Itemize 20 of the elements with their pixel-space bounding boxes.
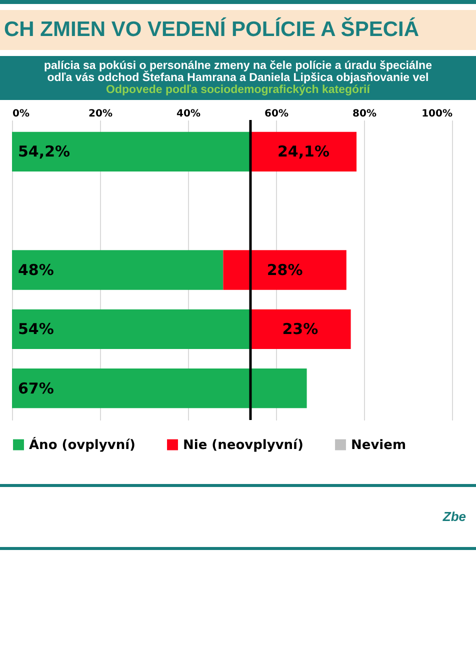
data-label: 48% (18, 261, 54, 279)
data-label: 23% (282, 320, 318, 338)
x-tick-label: 100% (422, 108, 452, 120)
text: Odpovede podľa sociodemografických kategórií (105, 84, 372, 96)
x-tick-label: 60% (264, 108, 288, 120)
chart-title: CH ZMIEN VO VEDENÍ POLÍCIE A ŠPECIÁ (0, 10, 476, 50)
data-label: 67% (18, 379, 54, 398)
data-label: 54,2% (18, 142, 70, 161)
legend-label: Nie (neovplyvní) (183, 438, 304, 453)
legend-label: Áno (ovplyvní) (29, 436, 136, 453)
data-label: 24,1% (277, 142, 330, 161)
legend-label: Neviem (351, 438, 406, 453)
text: Zbe (442, 509, 466, 524)
x-tick-label: 0% (12, 108, 30, 120)
x-tick-label: 80% (352, 108, 376, 120)
chart-subtitle: palícia sa pokúsi o personálne zmeny na čele polície a úradu špeciálne odľa vás odchod Štefana Hamrana a Daniela Lipšica objasňovanie vel (44, 60, 432, 84)
x-tick-label: 40% (176, 108, 200, 120)
data-label: 54% (18, 320, 54, 338)
data-label: 28% (266, 261, 303, 279)
x-tick-label: 20% (88, 108, 112, 120)
